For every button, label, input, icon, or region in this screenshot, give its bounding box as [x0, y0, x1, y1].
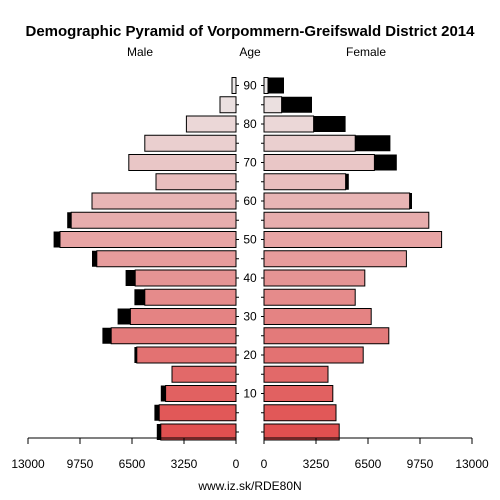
male-excess-5-9	[154, 404, 160, 421]
male-bar-20-24	[136, 346, 237, 364]
male-bar-60-64	[91, 192, 237, 210]
male-excess-55-59	[67, 212, 72, 229]
male-bar-80-84	[185, 115, 237, 133]
female-bar-25-29	[263, 327, 390, 345]
male-excess-25-29	[102, 327, 112, 344]
age-tick-label-30: 30	[243, 310, 257, 324]
age-tick-label-50: 50	[243, 233, 257, 247]
male-bar-45-49	[96, 250, 237, 268]
female-label: Female	[346, 45, 386, 59]
male-bar-35-39	[144, 288, 237, 306]
male-excess-40-44	[125, 270, 136, 286]
x-tick-label-right-13000: 13000	[455, 457, 489, 471]
x-tick-label-left-13000: 13000	[11, 457, 45, 471]
male-bar-90+	[231, 77, 237, 94]
female-bar-10-14	[263, 385, 334, 402]
x-tick-label-right-9750: 9750	[407, 457, 434, 471]
age-tick-label-10: 10	[243, 387, 257, 401]
male-bar-30-34	[129, 308, 237, 325]
male-bars	[53, 77, 237, 441]
female-bars	[263, 77, 443, 441]
female-bar-85-89	[263, 96, 283, 114]
female-bar-5-9	[263, 404, 337, 422]
x-tick-label-left-3250: 3250	[171, 457, 198, 471]
x-tick-label-left-6500: 6500	[119, 457, 146, 471]
age-tick-label-20: 20	[243, 348, 257, 362]
male-bar-5-9	[158, 404, 237, 422]
male-bar-70-74	[128, 154, 237, 171]
male-bar-55-59	[70, 211, 237, 229]
male-label: Male	[127, 45, 153, 59]
x-tick-label-right-3250: 3250	[303, 457, 330, 471]
x-axis-ticks: 13000 9750 6500 3250 0 0 3250 6500 9750 13000	[11, 438, 489, 471]
female-excess-75-79	[355, 135, 391, 152]
female-bar-15-19	[263, 365, 329, 383]
age-tick-label-80: 80	[243, 117, 257, 131]
female-excess-80-84	[313, 116, 346, 132]
footer-url: www.iz.sk/RDE80N	[197, 479, 301, 493]
female-bar-20-24	[263, 346, 364, 364]
age-tick-label-60: 60	[243, 194, 257, 208]
female-excess-85-89	[281, 96, 312, 113]
male-excess-30-34	[117, 308, 131, 325]
x-tick-label-left-9750: 9750	[67, 457, 94, 471]
male-bar-15-19	[171, 365, 237, 383]
female-bar-55-59	[263, 211, 430, 229]
male-excess-45-49	[92, 250, 97, 267]
female-excess-65-69	[345, 173, 349, 190]
female-bar-50-54	[263, 231, 443, 248]
age-label: Age	[239, 45, 261, 59]
female-bar-30-34	[263, 308, 372, 325]
male-excess-35-39	[134, 289, 145, 306]
male-bar-85-89	[219, 96, 237, 114]
male-excess-0-4	[156, 424, 161, 440]
female-excess-70-74	[374, 154, 397, 171]
male-excess-50-54	[53, 231, 60, 248]
female-bar-45-49	[263, 250, 407, 268]
male-excess-10-14	[160, 385, 166, 402]
female-bar-80-84	[263, 115, 315, 133]
age-axis-ticks: 10 20 30 40 50 60 70 80 90	[236, 79, 264, 433]
female-bar-60-64	[263, 192, 411, 210]
female-excess-60-64	[409, 193, 412, 209]
x-tick-label-left-0: 0	[233, 457, 240, 471]
male-bar-75-79	[144, 134, 237, 152]
male-bar-40-44	[134, 269, 237, 287]
age-tick-label-70: 70	[243, 156, 257, 170]
female-bar-70-74	[263, 154, 375, 171]
x-tick-label-right-0: 0	[261, 457, 268, 471]
age-tick-label-40: 40	[243, 271, 257, 285]
female-bar-75-79	[263, 134, 356, 152]
female-bar-90+	[263, 77, 269, 94]
male-bar-25-29	[110, 327, 237, 345]
male-bar-65-69	[155, 173, 237, 191]
male-bar-50-54	[59, 231, 237, 248]
x-tick-label-right-6500: 6500	[355, 457, 382, 471]
male-excess-20-24	[134, 347, 137, 363]
chart-title: Demographic Pyramid of Vorpommern-Greifs…	[25, 23, 475, 40]
female-excess-90+	[268, 77, 284, 94]
age-tick-label-90: 90	[243, 79, 257, 93]
female-bar-40-44	[263, 269, 366, 287]
female-bar-65-69	[263, 173, 347, 191]
male-bar-10-14	[165, 385, 237, 402]
female-bar-35-39	[263, 288, 356, 306]
